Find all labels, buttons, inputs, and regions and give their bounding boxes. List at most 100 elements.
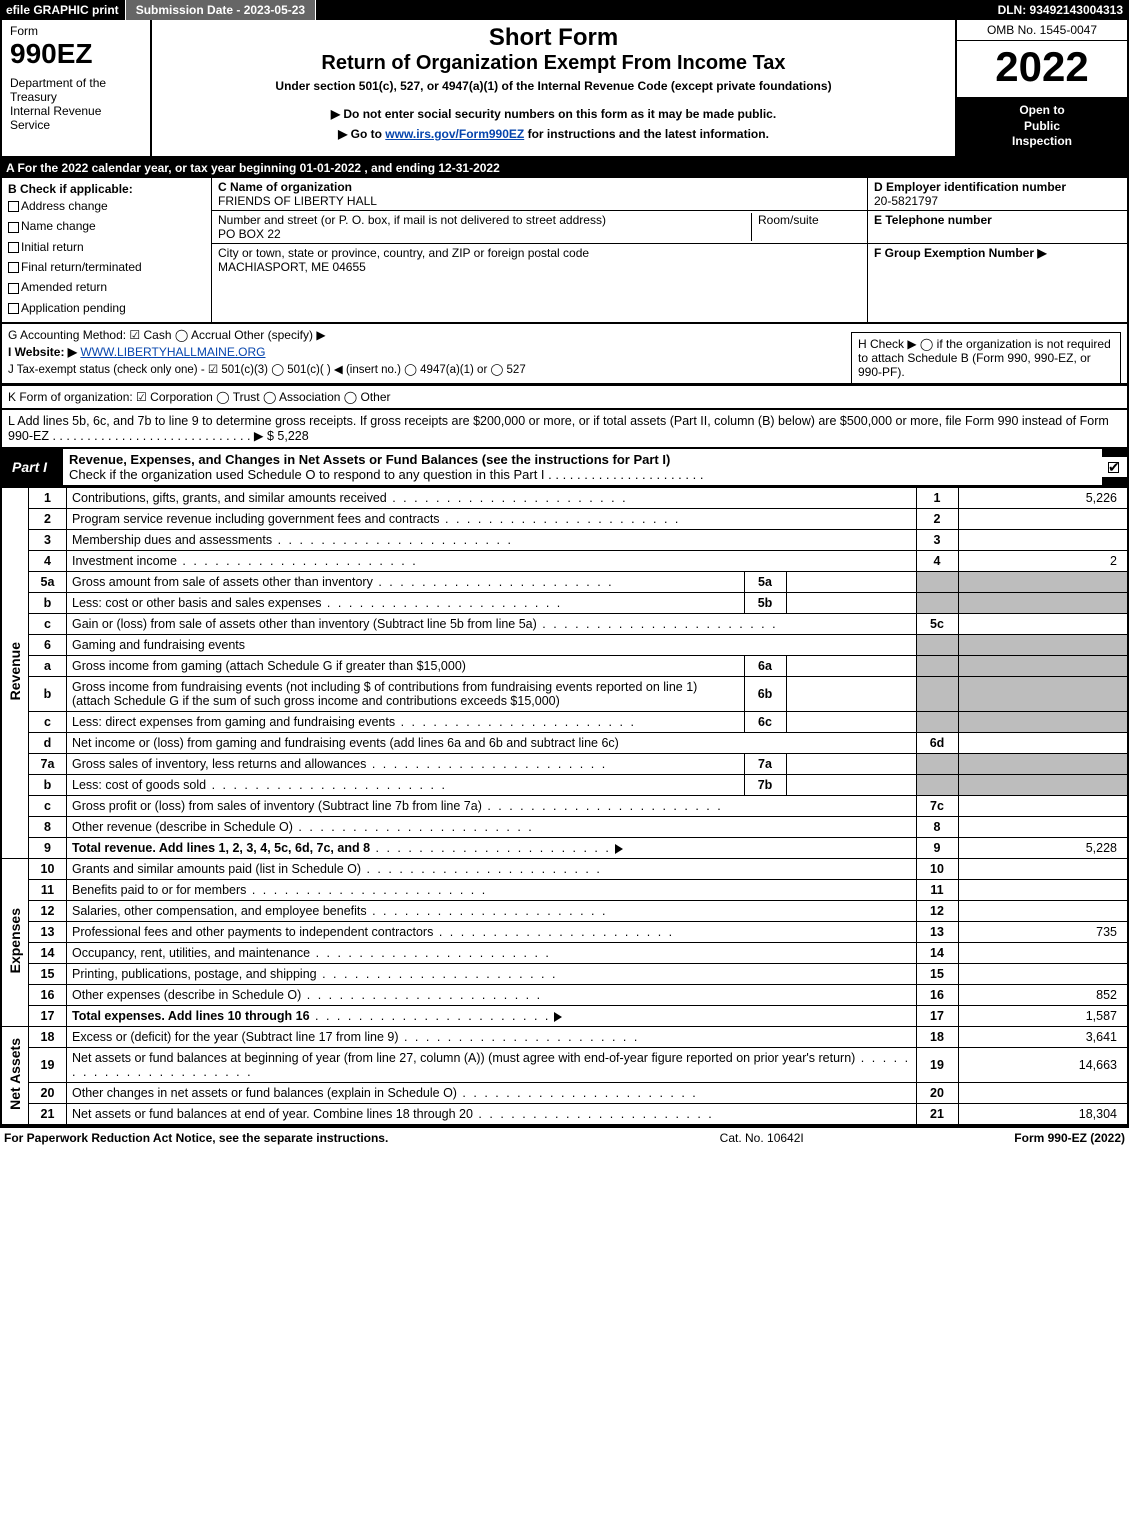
part-1-sub: Check if the organization used Schedule … bbox=[69, 467, 703, 482]
street-value: PO BOX 22 bbox=[218, 227, 281, 241]
txt-7c: Gross profit or (loss) from sales of inv… bbox=[67, 796, 917, 817]
line-h-box: H Check ▶ ◯ if the organization is not r… bbox=[851, 332, 1121, 384]
top-bar: efile GRAPHIC print Submission Date - 20… bbox=[0, 0, 1129, 20]
n-8: 8 bbox=[916, 817, 958, 838]
v-13: 735 bbox=[958, 922, 1128, 943]
txt-18: Excess or (deficit) for the year (Subtra… bbox=[67, 1027, 917, 1048]
title-ssn-warn: ▶ Do not enter social security numbers o… bbox=[158, 107, 949, 121]
n-7c: 7c bbox=[916, 796, 958, 817]
line-l: L Add lines 5b, 6c, and 7b to line 9 to … bbox=[0, 410, 1129, 449]
ein-value: 20-5821797 bbox=[874, 194, 938, 208]
txt-6a: Gross income from gaming (attach Schedul… bbox=[67, 656, 745, 677]
n-7b bbox=[916, 775, 958, 796]
chk-application-pending[interactable]: Application pending bbox=[8, 298, 205, 318]
txt-15: Printing, publications, postage, and shi… bbox=[67, 964, 917, 985]
footer-left: For Paperwork Reduction Act Notice, see … bbox=[4, 1131, 509, 1145]
chk-address-change[interactable]: Address change bbox=[8, 196, 205, 216]
col-b-header: B Check if applicable: bbox=[8, 182, 133, 196]
line-a: A For the 2022 calendar year, or tax yea… bbox=[0, 158, 1129, 178]
form-word: Form bbox=[10, 24, 142, 38]
ln-5a: 5a bbox=[29, 572, 67, 593]
netassets-side-label: Net Assets bbox=[1, 1027, 29, 1126]
form-header: Form 990EZ Department of the Treasury In… bbox=[0, 20, 1129, 158]
footer-mid: Cat. No. 10642I bbox=[509, 1131, 1014, 1145]
n-14: 14 bbox=[916, 943, 958, 964]
ln-20: 20 bbox=[29, 1083, 67, 1104]
iv-7b bbox=[786, 775, 916, 796]
n-19: 19 bbox=[916, 1048, 958, 1083]
ln-6: 6 bbox=[29, 635, 67, 656]
v-8 bbox=[958, 817, 1128, 838]
v-7a bbox=[958, 754, 1128, 775]
txt-21: Net assets or fund balances at end of ye… bbox=[67, 1104, 917, 1126]
n-16: 16 bbox=[916, 985, 958, 1006]
chk-final-return[interactable]: Final return/terminated bbox=[8, 257, 205, 277]
v-16: 852 bbox=[958, 985, 1128, 1006]
txt-19: Net assets or fund balances at beginning… bbox=[67, 1048, 917, 1083]
iv-6a bbox=[786, 656, 916, 677]
chk-name-change[interactable]: Name change bbox=[8, 216, 205, 236]
iv-7a bbox=[786, 754, 916, 775]
txt-10: Grants and similar amounts paid (list in… bbox=[67, 859, 917, 880]
il-6b: 6b bbox=[744, 677, 786, 712]
v-1: 5,226 bbox=[958, 488, 1128, 509]
txt-4: Investment income bbox=[67, 551, 917, 572]
il-6a: 6a bbox=[744, 656, 786, 677]
ln-13: 13 bbox=[29, 922, 67, 943]
part-1-table: Revenue 1 Contributions, gifts, grants, … bbox=[0, 487, 1129, 1126]
txt-13: Professional fees and other payments to … bbox=[67, 922, 917, 943]
v-6 bbox=[958, 635, 1128, 656]
n-12: 12 bbox=[916, 901, 958, 922]
tel-label: E Telephone number bbox=[874, 213, 992, 227]
footer-right: Form 990-EZ (2022) bbox=[1014, 1131, 1125, 1145]
info-block: H Check ▶ ◯ if the organization is not r… bbox=[0, 324, 1129, 385]
website-link[interactable]: WWW.LIBERTYHALLMAINE.ORG bbox=[80, 345, 265, 359]
irs-link[interactable]: www.irs.gov/Form990EZ bbox=[385, 127, 524, 141]
txt-5a: Gross amount from sale of assets other t… bbox=[67, 572, 745, 593]
n-17: 17 bbox=[916, 1006, 958, 1027]
ln-1: 1 bbox=[29, 488, 67, 509]
v-9: 5,228 bbox=[958, 838, 1128, 859]
dln: DLN: 93492143004313 bbox=[992, 0, 1129, 20]
v-3 bbox=[958, 530, 1128, 551]
city-value: MACHIASPORT, ME 04655 bbox=[218, 260, 366, 274]
open-inspection: Open to Public Inspection bbox=[957, 97, 1127, 156]
ln-8: 8 bbox=[29, 817, 67, 838]
col-c: C Name of organization FRIENDS OF LIBERT… bbox=[212, 178, 867, 322]
n-5a bbox=[916, 572, 958, 593]
part-1-checkbox[interactable] bbox=[1102, 457, 1127, 477]
ln-12: 12 bbox=[29, 901, 67, 922]
ln-17: 17 bbox=[29, 1006, 67, 1027]
iv-6c bbox=[786, 712, 916, 733]
n-6 bbox=[916, 635, 958, 656]
n-21: 21 bbox=[916, 1104, 958, 1126]
v-19: 14,663 bbox=[958, 1048, 1128, 1083]
header-right: OMB No. 1545-0047 2022 Open to Public In… bbox=[957, 20, 1127, 156]
part-1-header: Part I Revenue, Expenses, and Changes in… bbox=[0, 449, 1129, 487]
page-footer: For Paperwork Reduction Act Notice, see … bbox=[0, 1126, 1129, 1148]
v-5b bbox=[958, 593, 1128, 614]
name-label: C Name of organization bbox=[218, 180, 352, 194]
omb-number: OMB No. 1545-0047 bbox=[957, 20, 1127, 41]
line-k: K Form of organization: ☑ Corporation ◯ … bbox=[0, 385, 1129, 410]
chk-amended-return[interactable]: Amended return bbox=[8, 277, 205, 297]
txt-12: Salaries, other compensation, and employ… bbox=[67, 901, 917, 922]
txt-14: Occupancy, rent, utilities, and maintena… bbox=[67, 943, 917, 964]
ln-11: 11 bbox=[29, 880, 67, 901]
part-1-desc: Revenue, Expenses, and Changes in Net As… bbox=[63, 449, 1102, 485]
txt-5b: Less: cost or other basis and sales expe… bbox=[67, 593, 745, 614]
txt-2: Program service revenue including govern… bbox=[67, 509, 917, 530]
title-section: Under section 501(c), 527, or 4947(a)(1)… bbox=[158, 79, 949, 93]
txt-7b: Less: cost of goods sold bbox=[67, 775, 745, 796]
v-10 bbox=[958, 859, 1128, 880]
n-7a bbox=[916, 754, 958, 775]
iv-5a bbox=[786, 572, 916, 593]
efile-print[interactable]: efile GRAPHIC print bbox=[0, 0, 126, 20]
n-5c: 5c bbox=[916, 614, 958, 635]
title-goto: ▶ Go to www.irs.gov/Form990EZ for instru… bbox=[158, 127, 949, 141]
chk-initial-return[interactable]: Initial return bbox=[8, 237, 205, 257]
v-4: 2 bbox=[958, 551, 1128, 572]
n-6a bbox=[916, 656, 958, 677]
v-21: 18,304 bbox=[958, 1104, 1128, 1126]
txt-3: Membership dues and assessments bbox=[67, 530, 917, 551]
